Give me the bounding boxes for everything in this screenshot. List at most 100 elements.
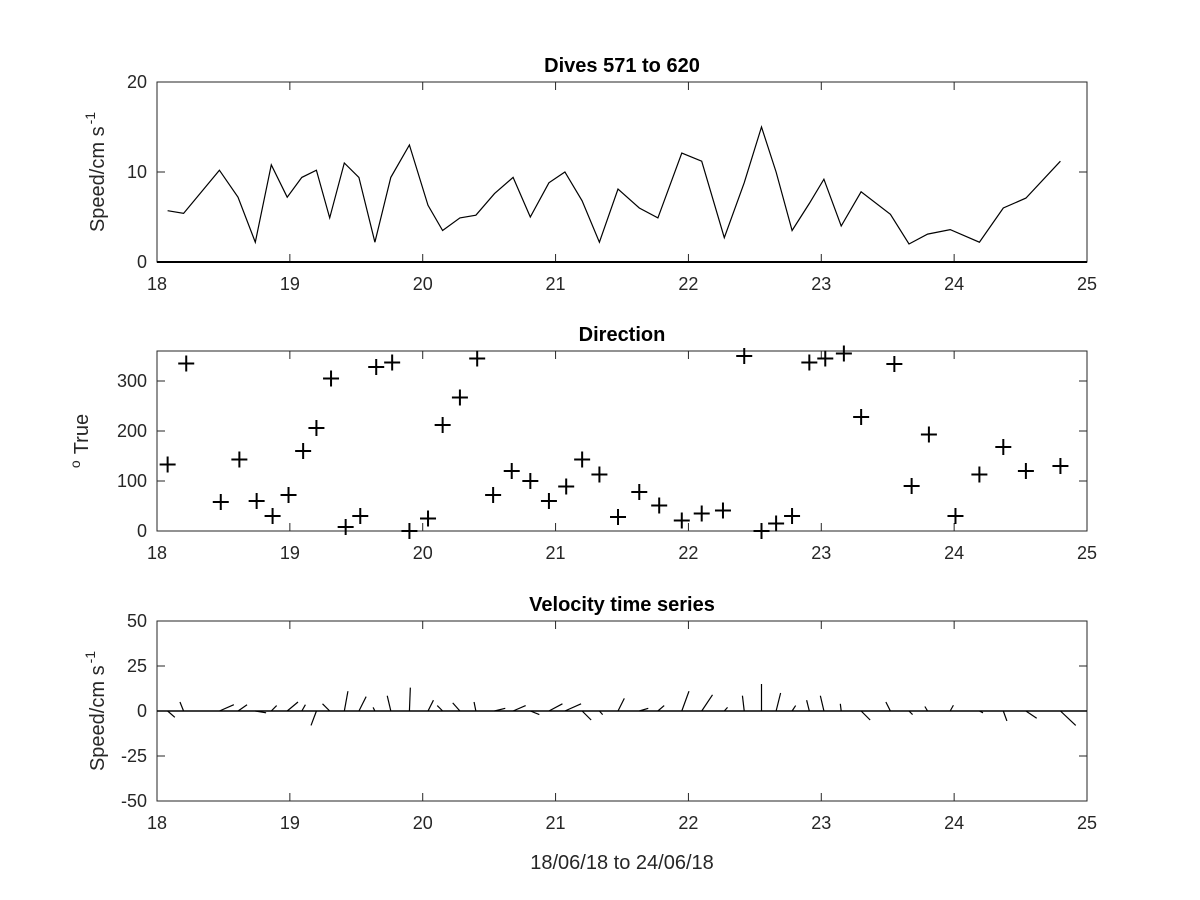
- speed-xtick-label: 22: [678, 274, 698, 294]
- velocity-stick: [512, 705, 526, 712]
- velocity-ylabel-main: Speed/cm s: [87, 665, 109, 771]
- direction-point-marker: [434, 417, 451, 433]
- direction-axes-box: [156, 350, 1088, 532]
- velocity-stick: [598, 710, 604, 716]
- direction-point-marker: [903, 478, 920, 494]
- direction-title: Direction: [579, 324, 666, 346]
- direction-point-marker: [178, 355, 195, 372]
- speed-panel: Dives 571 to 620 18 19 20 21 22 23 24 25 0 10 20 Spe…: [82, 55, 1097, 294]
- velocity-xtick-label: 25: [1077, 813, 1097, 833]
- velocity-stick: [657, 705, 665, 712]
- direction-point-marker: [610, 509, 627, 525]
- velocity-stick: [819, 695, 825, 712]
- velocity-stick: [310, 710, 317, 726]
- direction-point-marker: [1017, 463, 1034, 479]
- velocity-stick: [167, 710, 176, 718]
- velocity-stick: [701, 694, 714, 712]
- direction-ylabel-prefix: o: [67, 460, 83, 468]
- speed-ylabel: Speed/cm s-1: [82, 112, 109, 232]
- direction-point-marker: [1052, 458, 1069, 474]
- direction-point-marker: [522, 473, 539, 489]
- direction-point-marker: [451, 389, 468, 406]
- speed-ytick-label: 10: [127, 162, 147, 182]
- direction-point-marker: [280, 487, 297, 503]
- velocity-stick: [219, 704, 235, 712]
- direction-xtick-label: 19: [280, 543, 300, 563]
- speed-xtick-label: 18: [147, 274, 167, 294]
- velocity-stick: [949, 704, 954, 712]
- velocity-stick: [322, 703, 331, 712]
- direction-ytick-label: 100: [117, 471, 147, 491]
- velocity-stick: [860, 710, 871, 721]
- velocity-stick: [741, 695, 745, 712]
- direction-ylabel: o True: [67, 414, 93, 468]
- speed-xtick-label: 19: [280, 274, 300, 294]
- direction-point-marker: [736, 348, 753, 364]
- velocity-ytick-label: 50: [127, 611, 147, 631]
- direction-point-marker: [503, 463, 520, 479]
- velocity-xtick-label: 18: [147, 813, 167, 833]
- velocity-stick: [1060, 710, 1077, 726]
- direction-point-marker: [853, 409, 870, 425]
- direction-xtick-label: 23: [811, 543, 831, 563]
- velocity-ytick-label: -50: [121, 791, 147, 811]
- direction-point-marker: [368, 359, 385, 375]
- direction-point-marker: [714, 502, 731, 519]
- velocity-xtick-label: 24: [944, 813, 964, 833]
- velocity-stick: [791, 705, 797, 712]
- direction-point-marker: [753, 523, 770, 539]
- speed-ylabel-main: Speed/cm s: [87, 126, 109, 232]
- velocity-stick: [885, 701, 891, 712]
- velocity-xlabel: 18/06/18 to 24/06/18: [530, 852, 714, 874]
- velocity-stick: [1025, 710, 1038, 719]
- speed-xtick-label: 21: [546, 274, 566, 294]
- direction-point-marker: [485, 487, 502, 503]
- direction-point-marker: [801, 354, 818, 371]
- direction-ylabel-main: True: [71, 414, 93, 454]
- velocity-stick: [548, 703, 563, 712]
- direction-point-marker: [631, 484, 648, 500]
- velocity-stick: [494, 707, 506, 712]
- speed-xtick-label: 25: [1077, 274, 1097, 294]
- speed-ylabel-superscript: -1: [82, 112, 98, 125]
- direction-point-marker: [574, 451, 591, 468]
- velocity-stick: [617, 698, 625, 712]
- velocity-stick: [924, 706, 929, 712]
- direction-xtick-label: 25: [1077, 543, 1097, 563]
- velocity-stick: [1002, 710, 1008, 722]
- speed-ytick-label: 20: [127, 72, 147, 92]
- direction-point-marker: [308, 420, 325, 436]
- velocity-stick: [452, 702, 461, 712]
- velocity-ytick-label: 0: [137, 701, 147, 721]
- direction-point-marker: [159, 456, 176, 473]
- velocity-stick: [681, 690, 690, 712]
- speed-ytick-label: 0: [137, 252, 147, 272]
- velocity-stick: [372, 707, 376, 712]
- direction-point-marker: [886, 356, 903, 372]
- direction-point-marker: [971, 466, 988, 483]
- direction-point-marker: [264, 508, 281, 524]
- direction-point-marker: [768, 515, 785, 532]
- direction-panel: Direction 18 19 20 21 22 23 24 25 0 100 200 300 o True: [67, 324, 1097, 563]
- direction-point-marker: [212, 494, 229, 510]
- direction-point-marker: [295, 443, 312, 459]
- velocity-stick: [436, 705, 444, 712]
- direction-point-marker: [337, 519, 354, 535]
- direction-point-marker: [673, 512, 690, 529]
- velocity-stick: [386, 695, 392, 712]
- velocity-ylabel: Speed/cm s-1: [82, 651, 109, 771]
- direction-point-marker: [420, 510, 437, 527]
- velocity-stick: [564, 703, 582, 712]
- direction-point-marker: [995, 439, 1012, 455]
- direction-point-marker: [231, 451, 248, 468]
- velocity-panel: Velocity time series 18 19 20 21 22 23 24 25 -50 -…: [82, 594, 1097, 874]
- velocity-stick: [270, 705, 278, 712]
- velocity-stick: [255, 710, 267, 714]
- direction-ytick-label: 300: [117, 371, 147, 391]
- direction-xtick-label: 24: [944, 543, 964, 563]
- direction-point-marker: [835, 345, 852, 362]
- velocity-stick: [358, 696, 367, 712]
- direction-point-marker: [817, 350, 834, 367]
- velocity-ylabel-superscript: -1: [82, 651, 98, 664]
